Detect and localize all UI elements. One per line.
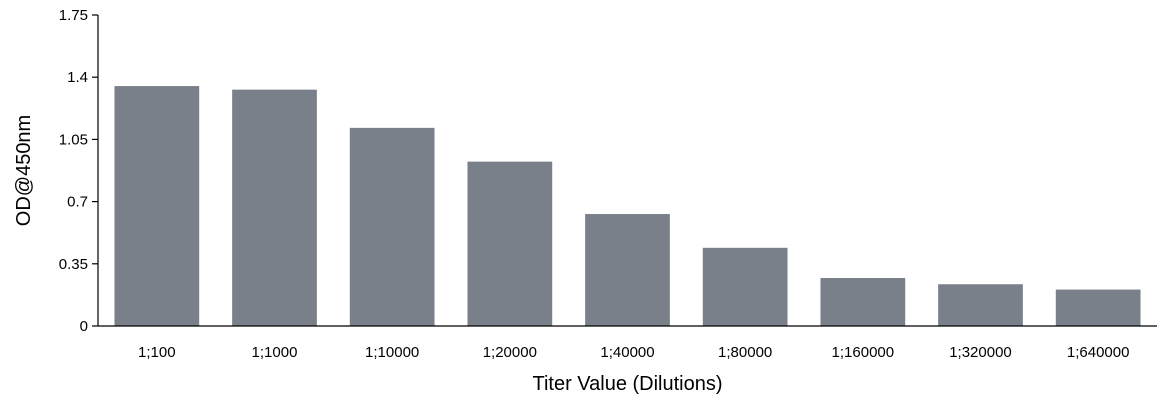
x-tick-label: 1;640000 bbox=[1067, 344, 1130, 361]
y-axis-title: OD@450nm bbox=[13, 115, 35, 226]
y-tick-label: 0 bbox=[80, 318, 88, 335]
y-tick-label: 1.75 bbox=[59, 7, 88, 24]
x-axis-title: Titer Value (Dilutions) bbox=[532, 373, 722, 395]
y-tick-label: 1.4 bbox=[67, 69, 88, 86]
x-tick-label: 1;100 bbox=[138, 344, 176, 361]
x-tick-label: 1;10000 bbox=[365, 344, 419, 361]
x-tick-label: 1;1000 bbox=[252, 344, 298, 361]
y-tick-label: 1.05 bbox=[59, 131, 88, 148]
x-tick-label: 1;80000 bbox=[718, 344, 772, 361]
y-ticks: 0 0.35 0.7 1.05 1.4 1.75 bbox=[59, 7, 98, 335]
bar bbox=[702, 247, 788, 326]
bar bbox=[232, 89, 317, 326]
y-tick-label: 0.35 bbox=[59, 256, 88, 273]
y-tick-label: 0.7 bbox=[67, 194, 88, 211]
x-tick-label: 1;20000 bbox=[483, 344, 537, 361]
axes-layer bbox=[97, 15, 1157, 327]
bars-layer bbox=[114, 86, 1141, 326]
bar bbox=[820, 278, 906, 326]
bar bbox=[349, 127, 435, 326]
bar bbox=[938, 284, 1023, 326]
x-tick-label: 1;160000 bbox=[832, 344, 895, 361]
bar bbox=[1055, 289, 1141, 326]
x-tick-label: 1;40000 bbox=[600, 344, 654, 361]
bar bbox=[467, 161, 553, 326]
x-tick-label: 1;320000 bbox=[949, 344, 1012, 361]
bar bbox=[585, 214, 670, 326]
bar bbox=[114, 86, 200, 326]
x-ticks: 1;100 1;1000 1;10000 1;20000 1;40000 1;80000 1… bbox=[138, 344, 1129, 361]
